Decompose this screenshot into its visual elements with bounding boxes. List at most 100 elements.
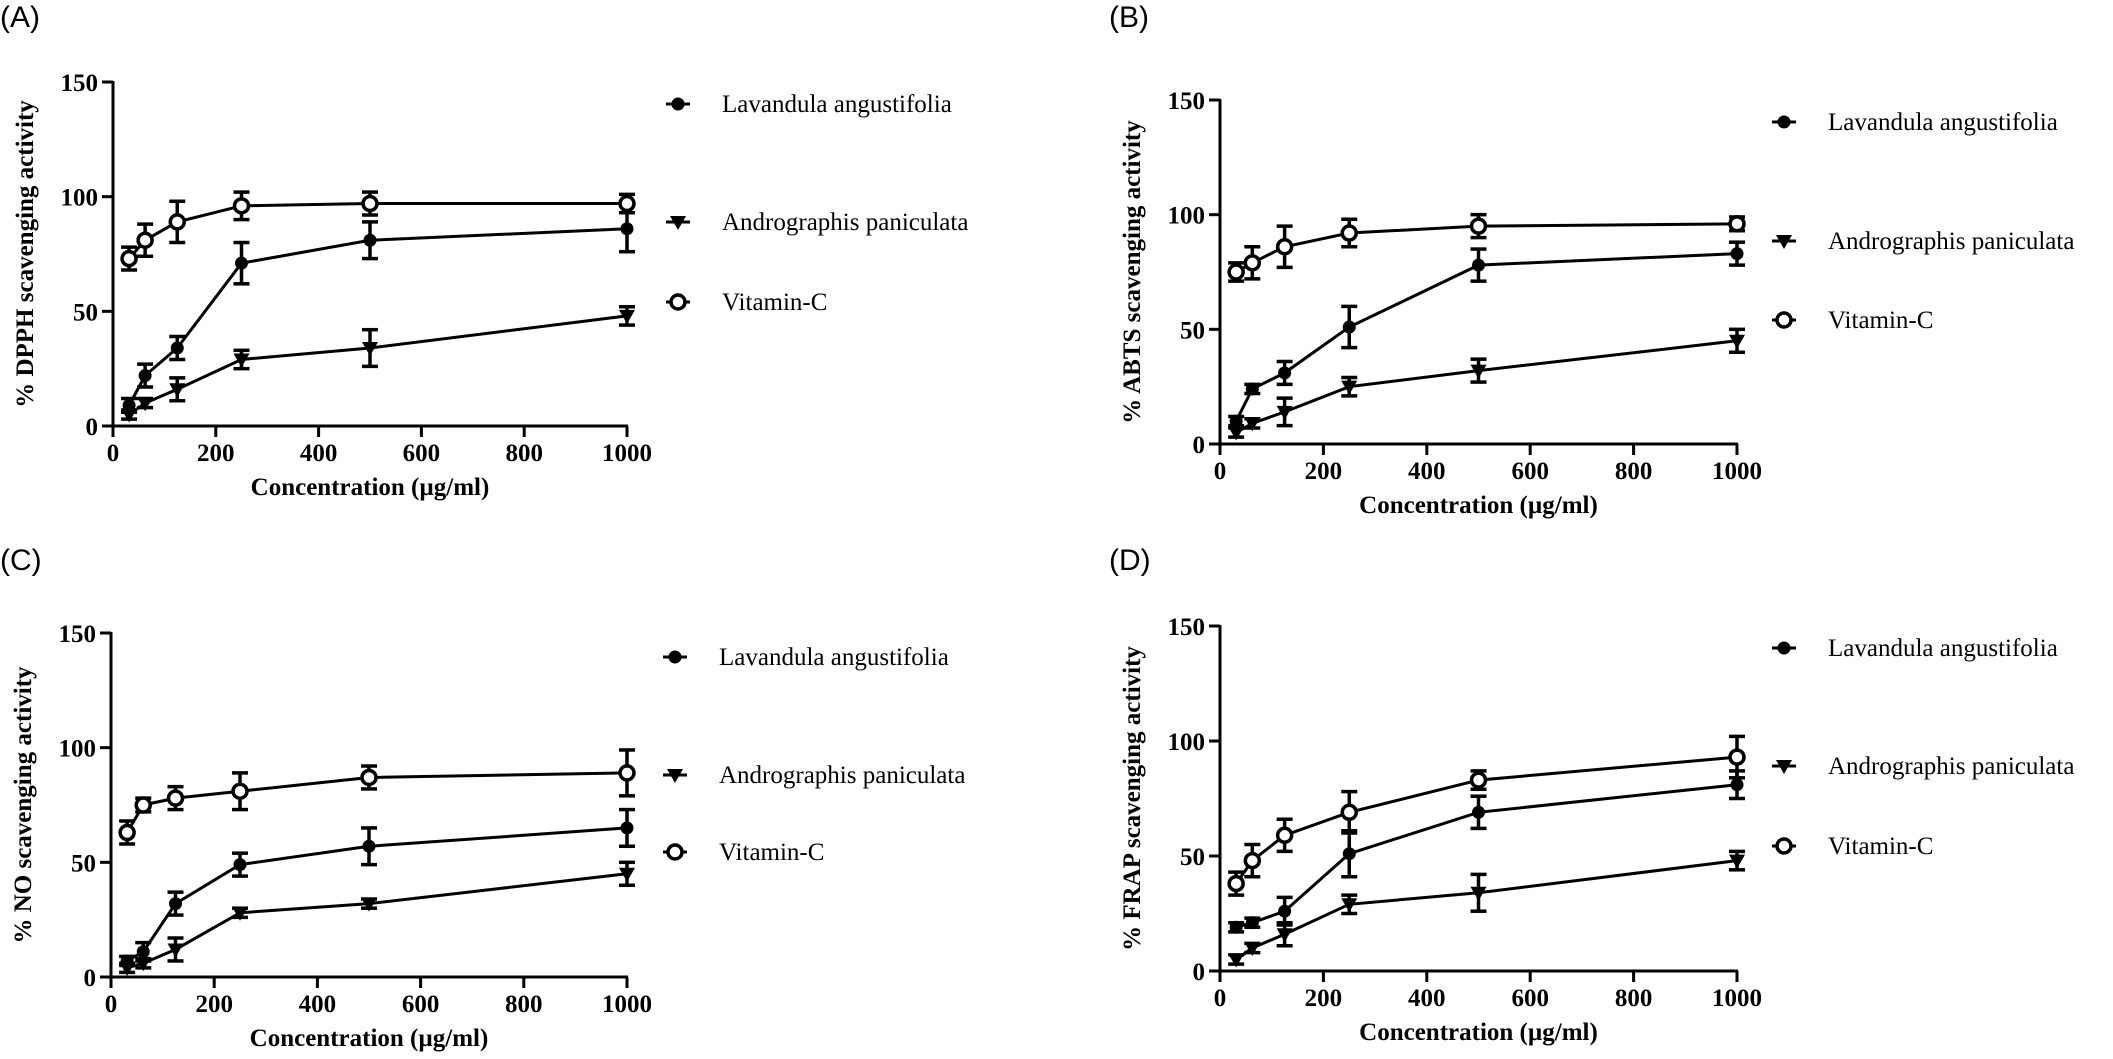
data-point: [620, 821, 634, 835]
legend-marker: [1777, 641, 1791, 655]
data-point: [1340, 224, 1358, 242]
x-axis-title: Concentration (µg/ml): [1359, 1019, 1598, 1046]
y-tick-label: 100: [1168, 729, 1206, 756]
data-point: [363, 233, 377, 247]
x-tick-label: 0: [107, 440, 120, 467]
x-tick-label: 1000: [1712, 985, 1762, 1012]
data-point: [618, 764, 636, 782]
panel-label: (D): [1109, 544, 1151, 577]
data-point: [1275, 826, 1294, 845]
y-axis-title: % ABTS scavenging activity: [1119, 120, 1146, 424]
series-line: [127, 227, 628, 407]
y-tick-label: 50: [1180, 844, 1205, 871]
data-point: [362, 839, 376, 853]
data-point: [620, 222, 634, 236]
x-tick-label: 800: [505, 440, 543, 467]
data-point: [1228, 953, 1245, 968]
legend-label: Vitamin-C: [722, 289, 827, 316]
data-point: [121, 408, 138, 423]
series-filled-circle: [121, 204, 635, 414]
legend-item: Lavandula angustifolia: [663, 644, 949, 671]
series-open-circle: [120, 190, 636, 272]
data-point: [136, 231, 154, 249]
data-point: [1245, 916, 1259, 930]
data-point: [169, 897, 182, 911]
data-point: [137, 397, 154, 412]
data-point: [1342, 847, 1356, 861]
data-point: [232, 197, 251, 215]
x-tick-label: 200: [1305, 458, 1343, 485]
data-point: [1469, 771, 1488, 789]
x-tick-label: 400: [300, 440, 338, 467]
y-axis-title: % DPPH scavenging activity: [12, 100, 39, 408]
legend-marker: [671, 97, 685, 111]
data-point: [1341, 380, 1358, 395]
data-point: [120, 249, 138, 268]
data-point: [362, 342, 378, 357]
x-tick-label: 1000: [1712, 458, 1762, 485]
x-tick-label: 600: [1511, 985, 1549, 1012]
y-tick-label: 150: [61, 70, 99, 97]
data-point: [134, 796, 152, 814]
legend-label: Andrographis paniculata: [719, 762, 965, 789]
data-point: [135, 957, 152, 972]
data-point: [169, 383, 186, 398]
legend-marker: [669, 293, 687, 311]
legend-item: Vitamin-C: [1772, 307, 1933, 334]
x-tick-label: 0: [105, 991, 118, 1018]
legend-marker: [668, 650, 682, 664]
legend-label: Andrographis paniculata: [1828, 753, 2074, 780]
legend-label: Lavandula angustifolia: [1828, 635, 2058, 662]
legend-item: Vitamin-C: [1772, 833, 1933, 860]
y-tick-label: 100: [59, 736, 97, 763]
data-point: [1472, 258, 1485, 272]
x-tick-label: 600: [403, 440, 441, 467]
legend-marker: [1775, 837, 1793, 855]
data-point: [1730, 247, 1744, 261]
legend-item: Lavandula angustifolia: [1772, 109, 2058, 136]
data-point: [1244, 417, 1261, 432]
data-point: [168, 213, 186, 231]
data-point: [119, 961, 136, 976]
x-tick-label: 0: [1214, 458, 1227, 485]
data-point: [1227, 874, 1245, 893]
legend-label: Vitamin-C: [1828, 833, 1933, 860]
data-point: [1275, 238, 1294, 256]
legend: Lavandula angustifolia Andrographis panic…: [663, 644, 965, 866]
series-line: [125, 771, 628, 834]
x-axis-title: Concentration (µg/ml): [251, 474, 490, 501]
legend-marker: [1777, 115, 1791, 129]
x-tick-label: 400: [1408, 985, 1446, 1012]
legend-label: Lavandula angustifolia: [719, 644, 949, 671]
legend-item: Andrographis paniculata: [1772, 753, 2074, 780]
legend-item: Lavandula angustifolia: [666, 91, 952, 118]
legend-marker: [670, 216, 686, 230]
data-point: [1728, 748, 1746, 766]
legend-marker: [667, 769, 683, 783]
y-tick-label: 100: [61, 185, 99, 212]
y-tick-label: 100: [1168, 203, 1206, 230]
legend-label: Andrographis paniculata: [1828, 228, 2074, 255]
x-axis-title: Concentration (µg/ml): [1359, 492, 1598, 519]
data-point: [1229, 414, 1243, 428]
series-filled-triangle-down: [1228, 849, 1745, 968]
series-filled-triangle-down: [121, 304, 635, 423]
series-filled-triangle-down: [1228, 327, 1745, 441]
legend-label: Vitamin-C: [1828, 307, 1933, 334]
data-point: [232, 906, 248, 921]
legend-label: Lavandula angustifolia: [722, 91, 952, 118]
x-tick-label: 400: [299, 991, 337, 1018]
data-point: [1276, 405, 1293, 420]
data-point: [1278, 904, 1292, 918]
panel-label: (B): [1109, 1, 1149, 34]
series-line: [1235, 859, 1738, 961]
data-point: [1470, 364, 1487, 379]
data-point: [619, 309, 635, 324]
legend-item: Vitamin-C: [666, 289, 827, 316]
data-point: [1341, 898, 1358, 913]
legend-marker: [1776, 235, 1792, 249]
y-tick-label: 50: [73, 299, 98, 326]
data-point: [1243, 851, 1262, 870]
x-tick-label: 200: [195, 991, 233, 1018]
legend: Lavandula angustifolia Andrographis panic…: [1772, 635, 2074, 860]
